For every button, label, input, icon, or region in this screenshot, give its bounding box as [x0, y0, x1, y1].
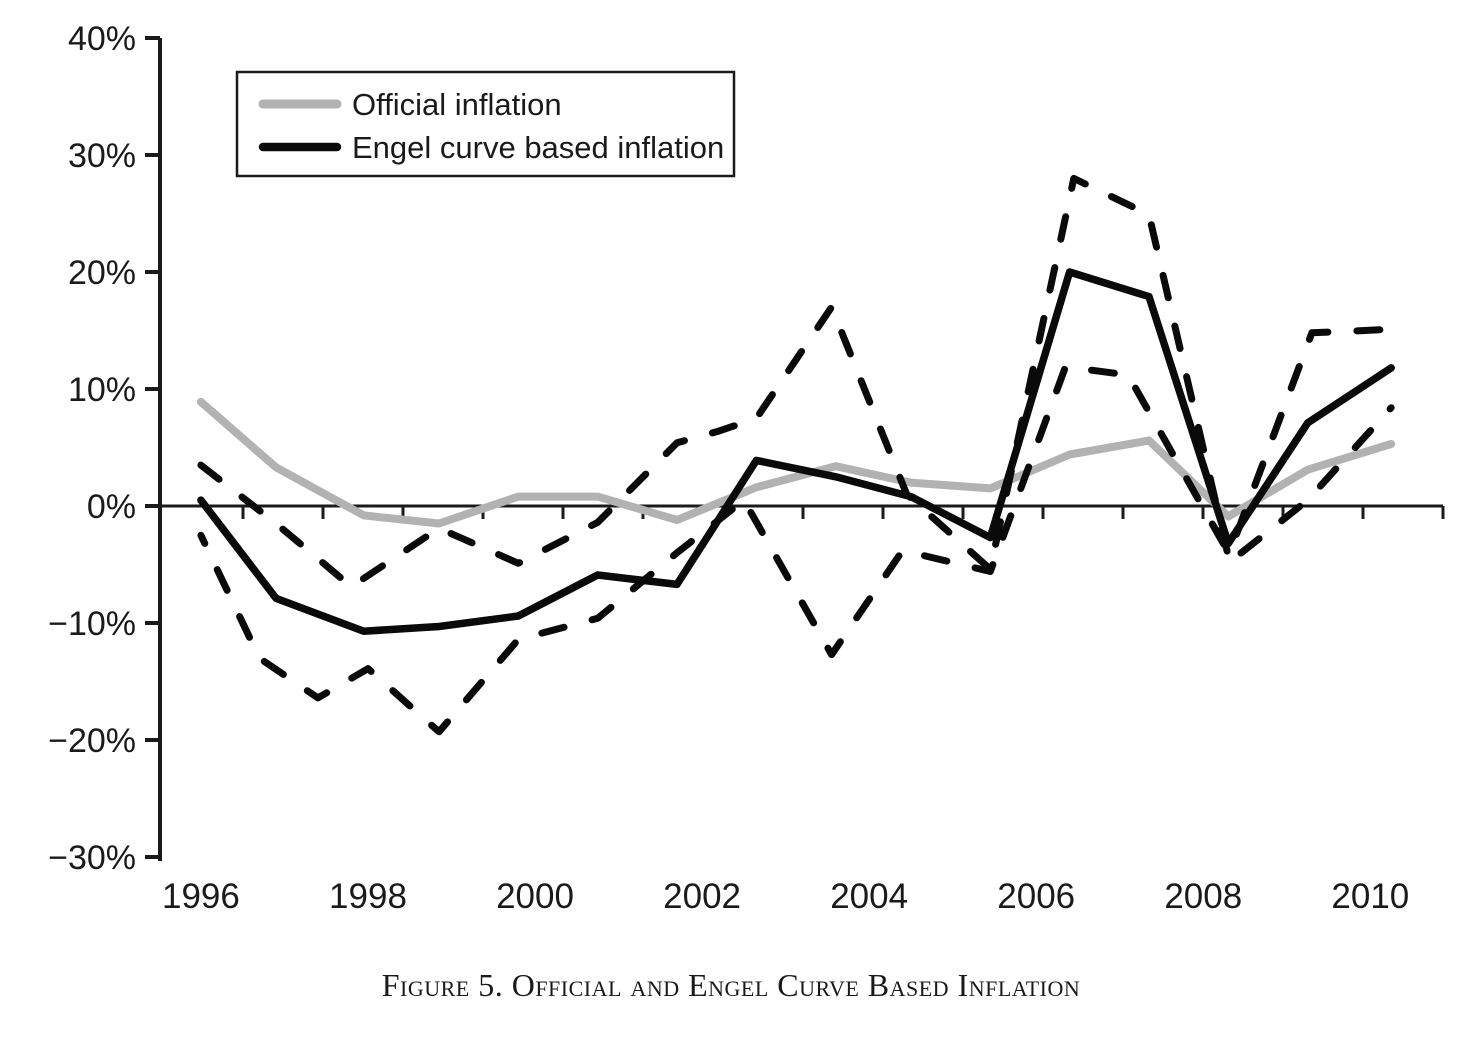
x-axis-tick-label: 2006 — [997, 877, 1075, 916]
x-axis-tick-label: 2008 — [1164, 877, 1242, 916]
x-axis-tick-label: 1998 — [329, 877, 407, 916]
95-confidence-band-lower-line — [197, 363, 1395, 736]
x-axis-tick-label: 2004 — [830, 877, 908, 916]
figure-caption: Figure 5. Official and Engel Curve Based… — [382, 967, 1081, 1003]
series-layer — [196, 174, 1396, 736]
y-axis-tick-label: 30% — [68, 137, 136, 175]
y-axis-tick-label: −20% — [48, 722, 136, 760]
95-confidence-band-upper-line — [197, 174, 1395, 591]
legend: Official inflation Engel curve based inf… — [235, 70, 736, 178]
legend-label-engel: Engel curve based inflation — [352, 130, 724, 165]
y-axis-tick-label: 0% — [87, 488, 136, 526]
y-axis-tick-label: −10% — [48, 605, 136, 643]
y-axis-tick-label: 40% — [68, 20, 136, 58]
y-axis-tick-label: −30% — [48, 839, 136, 877]
legend-label-official: Official inflation — [352, 87, 562, 122]
axes-layer: 40% 30% 20% 10% 0% −10% −20% −30% 1996 1998 2000 20… — [48, 20, 1445, 916]
y-axis-tick-label: 20% — [68, 254, 136, 292]
y-axis-tick-label: 10% — [68, 371, 136, 409]
legend-box — [235, 70, 736, 178]
engel-curve-based-inflation-line — [197, 268, 1395, 635]
x-axis-tick-label: 2002 — [663, 877, 741, 916]
x-axis-tick-label: 1996 — [162, 877, 240, 916]
x-axis-tick-label: 2000 — [496, 877, 574, 916]
x-axis-tick-label: 2010 — [1331, 877, 1409, 916]
